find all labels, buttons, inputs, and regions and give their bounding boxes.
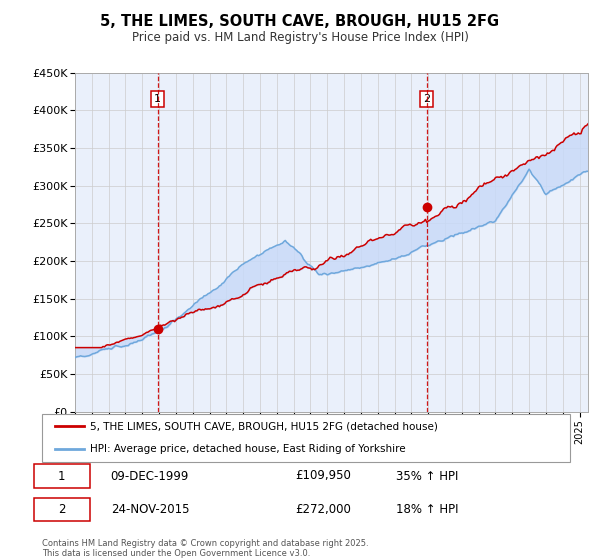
Text: 09-DEC-1999: 09-DEC-1999 <box>110 469 189 483</box>
Text: Price paid vs. HM Land Registry's House Price Index (HPI): Price paid vs. HM Land Registry's House … <box>131 31 469 44</box>
Text: 18% ↑ HPI: 18% ↑ HPI <box>396 503 458 516</box>
Text: 35% ↑ HPI: 35% ↑ HPI <box>396 469 458 483</box>
Text: 5, THE LIMES, SOUTH CAVE, BROUGH, HU15 2FG: 5, THE LIMES, SOUTH CAVE, BROUGH, HU15 2… <box>100 14 500 29</box>
Text: 1: 1 <box>58 469 65 483</box>
Text: 24-NOV-2015: 24-NOV-2015 <box>110 503 189 516</box>
Text: HPI: Average price, detached house, East Riding of Yorkshire: HPI: Average price, detached house, East… <box>89 444 405 454</box>
FancyBboxPatch shape <box>34 464 89 488</box>
FancyBboxPatch shape <box>42 414 570 462</box>
Text: 2: 2 <box>58 503 65 516</box>
FancyBboxPatch shape <box>34 498 89 521</box>
Text: 5, THE LIMES, SOUTH CAVE, BROUGH, HU15 2FG (detached house): 5, THE LIMES, SOUTH CAVE, BROUGH, HU15 2… <box>89 421 437 431</box>
Text: 2: 2 <box>423 94 430 104</box>
Text: £109,950: £109,950 <box>295 469 352 483</box>
Text: 1: 1 <box>154 94 161 104</box>
Text: £272,000: £272,000 <box>295 503 352 516</box>
Text: Contains HM Land Registry data © Crown copyright and database right 2025.
This d: Contains HM Land Registry data © Crown c… <box>42 539 368 558</box>
